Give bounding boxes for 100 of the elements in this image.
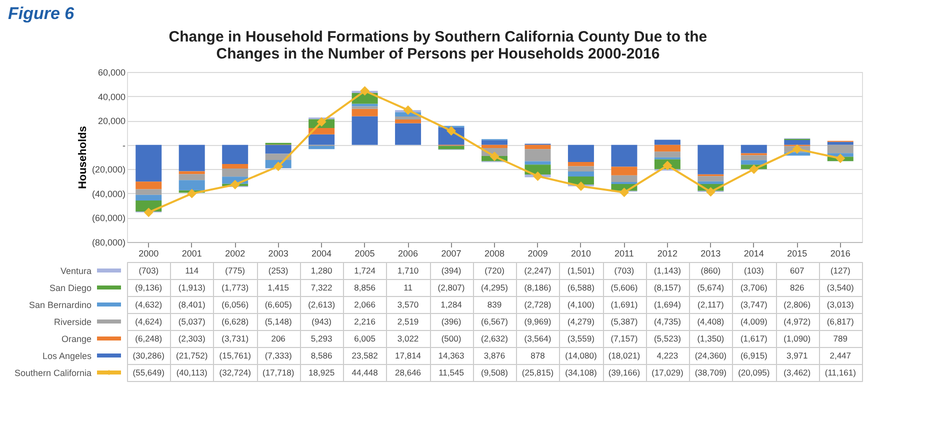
bar [222, 144, 248, 164]
legend-label: San Bernardino [28, 300, 92, 310]
data-label: 23,582 [352, 350, 378, 360]
data-label: (3,559) [568, 334, 595, 344]
x-tick-label: 2000 [138, 248, 159, 258]
data-label: 607 [790, 266, 805, 276]
data-label: 18,925 [308, 368, 335, 378]
data-label: (6,567) [481, 316, 508, 326]
point [792, 144, 802, 154]
point [490, 152, 500, 162]
data-label: (3,540) [826, 282, 854, 292]
data-label: (3,706) [740, 282, 768, 292]
point [316, 117, 326, 127]
data-label: 206 [271, 334, 286, 344]
bar [178, 174, 205, 180]
data-label: (34,108) [565, 368, 597, 378]
data-label: (9,136) [135, 282, 162, 292]
data-label: 5,293 [310, 334, 332, 344]
bar [352, 108, 378, 116]
x-tick-label: 2015 [787, 248, 808, 258]
bar [222, 168, 248, 177]
data-label: 878 [530, 350, 546, 360]
point [532, 171, 542, 181]
data-label: (943) [312, 316, 332, 326]
data-label: (703) [614, 266, 634, 276]
data-label: (720) [484, 266, 505, 276]
data-label: 44,448 [352, 368, 378, 378]
data-label: 826 [790, 282, 805, 292]
y-tick-label: (20,000) [92, 164, 126, 175]
data-label: (4,408) [697, 316, 724, 326]
data-label: (15,761) [219, 350, 252, 360]
data-label: 28,646 [395, 368, 422, 378]
data-label: 14,363 [438, 350, 465, 360]
data-label: 1,724 [354, 266, 376, 276]
data-label: 3,876 [484, 350, 506, 360]
data-label: (21,752) [176, 350, 208, 360]
legend-label: Los Angeles [42, 351, 92, 361]
bar [352, 106, 378, 109]
data-label: (6,605) [264, 300, 292, 310]
data-label: 8,856 [354, 282, 376, 292]
data-label: (9,969) [524, 316, 552, 326]
point [706, 187, 716, 197]
y-tick-label: (80,000) [92, 238, 126, 248]
x-tick-label: 2014 [744, 248, 764, 258]
data-label: 1,284 [440, 300, 462, 310]
data-label: 17,814 [395, 350, 422, 360]
data-label: (3,731) [222, 334, 249, 344]
data-label: 6,005 [354, 334, 376, 344]
data-label: (1,773) [222, 282, 249, 292]
bar [265, 144, 292, 154]
bar [568, 162, 594, 166]
data-label: 3,971 [786, 350, 808, 360]
data-label: (3,747) [740, 300, 768, 310]
point [360, 86, 370, 96]
bar [222, 164, 248, 169]
data-label: (3,013) [826, 300, 854, 310]
bar [740, 160, 767, 165]
data-label: 1,710 [397, 266, 419, 276]
x-tick-label: 2008 [484, 248, 505, 258]
text: Changes in the Number of Persons per Households 2000-2016 [216, 46, 660, 62]
x-tick-label: 2010 [570, 248, 591, 258]
y-tick-label: (40,000) [92, 188, 126, 199]
data-label: (394) [441, 266, 462, 276]
data-label: (40,113) [176, 368, 208, 378]
data-label: (9,508) [481, 368, 508, 378]
data-label: (5,523) [654, 334, 682, 344]
x-tick-label: 2001 [182, 248, 202, 258]
data-label: (6,056) [222, 300, 249, 310]
x-tick-label: 2002 [225, 248, 246, 258]
x-tick-label: 2004 [312, 248, 332, 258]
data-label: (6,588) [568, 282, 595, 292]
data-label: 4,223 [656, 350, 678, 360]
legend-label: Orange [61, 334, 92, 344]
bar [827, 142, 854, 145]
data-label: (2,247) [524, 266, 552, 276]
data-label: (1,143) [654, 266, 682, 276]
data-label: (4,632) [135, 300, 162, 310]
point [403, 105, 413, 115]
point [836, 154, 846, 164]
bar [611, 166, 638, 176]
data-label: (1,617) [740, 334, 768, 344]
text: Change in Household Formations by Southern California County Due to the [168, 28, 708, 46]
bar [438, 146, 464, 150]
point [144, 208, 154, 218]
bar [308, 134, 335, 145]
bar [524, 161, 551, 165]
bar [827, 144, 854, 154]
bar [654, 140, 680, 145]
data-label: (2,303) [178, 334, 206, 344]
bar [395, 120, 422, 124]
y-axis-title: Households [76, 126, 89, 189]
y-tick-label: 60,000 [98, 68, 126, 78]
x-tick-label: 2005 [354, 248, 375, 258]
data-label: (103) [744, 266, 764, 276]
bar [178, 144, 205, 172]
data-label: (6,915) [740, 350, 768, 360]
data-label: (3,462) [784, 368, 811, 378]
bar [568, 176, 594, 184]
data-label: (2,806) [784, 300, 811, 310]
data-label: (11,161) [824, 368, 856, 378]
